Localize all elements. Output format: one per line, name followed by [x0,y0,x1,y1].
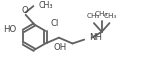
Text: OH: OH [53,44,67,52]
Text: CH₃: CH₃ [104,13,117,19]
Text: NH: NH [89,33,102,42]
Text: CH₃: CH₃ [38,1,53,10]
Text: Cl: Cl [50,19,59,28]
Text: O: O [21,6,28,15]
Text: HO: HO [3,25,17,34]
Text: CH₃: CH₃ [86,13,100,19]
Text: CH₃: CH₃ [95,11,108,17]
